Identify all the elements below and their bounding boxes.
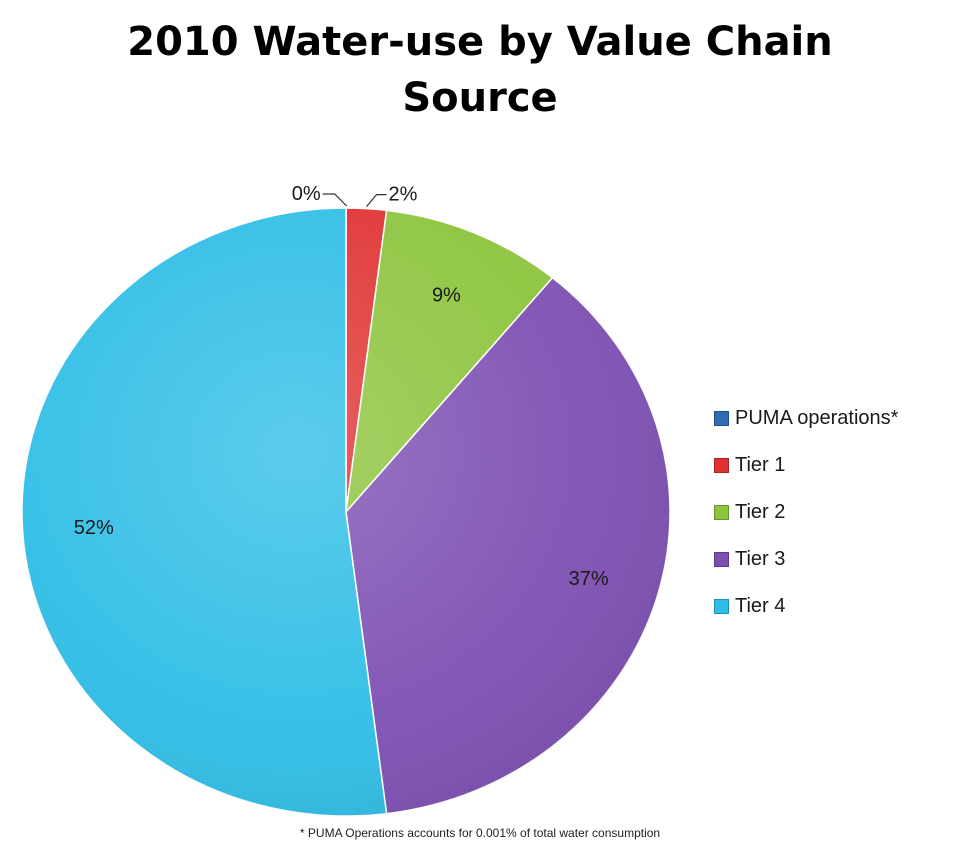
legend-swatch-puma-operations [714,410,729,426]
pie-slices [21,207,671,817]
leader-line-puma-operations [322,193,348,207]
legend-label-tier-2: Tier 2 [735,500,786,523]
legend-label-tier-3: Tier 3 [735,547,786,570]
leader-line-tier-1 [366,194,387,207]
legend-swatch-tier-3 [714,551,729,567]
legend: PUMA operations* Tier 1 Tier 2 Tier 3 Ti… [714,406,898,641]
legend-swatch-tier-2 [714,504,729,520]
legend-swatch-tier-4 [714,598,729,614]
footnote: * PUMA Operations accounts for 0.001% of… [299,826,661,840]
slice-label-tier-1: 2% [389,184,418,206]
slice-labels: 0% 2% 9% 37% 52% [74,183,609,590]
legend-item-tier-3: Tier 3 [714,547,898,571]
legend-label-tier-1: Tier 1 [735,453,786,476]
legend-item-tier-1: Tier 1 [714,453,898,477]
slice-label-tier-3: 37% [569,568,609,590]
legend-swatch-tier-1 [714,457,729,473]
slice-label-tier-4: 52% [74,517,114,539]
chart-title-line-1: 2010 Water-use by Value Chain [127,19,833,65]
chart-title: 2010 Water-use by Value Chain Source [0,14,960,126]
chart-title-line-2: Source [402,75,558,121]
legend-label-puma-operations: PUMA operations* [735,406,899,429]
slice-label-puma-operations: 0% [292,183,321,205]
legend-item-puma-operations: PUMA operations* [714,406,898,430]
legend-item-tier-2: Tier 2 [714,500,898,524]
pie-slice-tier-4 [21,207,388,817]
leader-lines [322,193,387,207]
legend-label-tier-4: Tier 4 [735,594,786,617]
legend-item-tier-4: Tier 4 [714,594,898,618]
slice-label-tier-2: 9% [432,284,461,306]
